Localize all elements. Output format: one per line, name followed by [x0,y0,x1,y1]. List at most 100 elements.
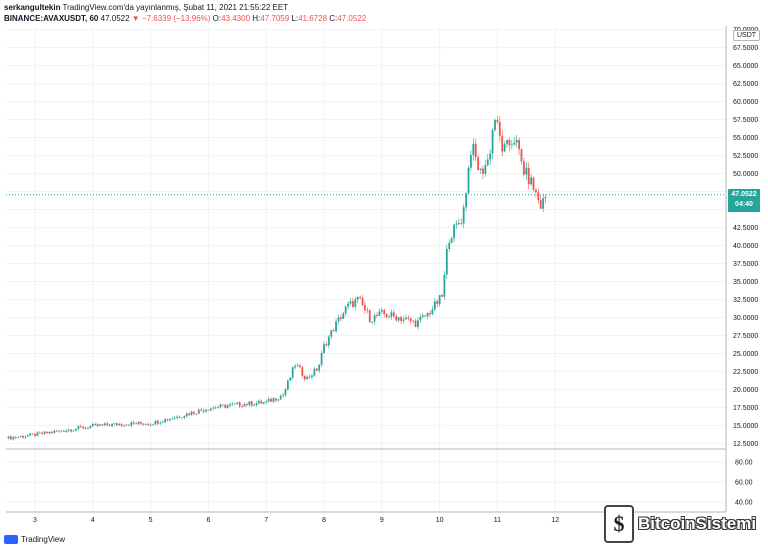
candle-body [82,426,85,429]
price-tick-label: 25.0000 [733,351,758,358]
open-label: O: [212,14,222,23]
candle-body [12,437,15,440]
candle-body [108,425,111,427]
candle-body [368,310,371,323]
candle-body [31,433,34,435]
candle-body [19,436,22,438]
candle-body [255,403,258,406]
candle-body [176,416,178,418]
candle-body [359,296,362,298]
candle-body [467,167,470,194]
candle-body [438,295,441,304]
candle-body [388,316,390,318]
tradingview-footer[interactable]: TradingView [4,535,65,544]
candle-body [400,317,402,321]
candle-body [113,423,116,425]
candle-body [395,315,398,321]
close-value: 47.0522 [337,14,367,23]
price-tick-label: 50.0000 [733,171,758,178]
price-tick-label: 35.0000 [733,279,758,286]
candle-body [344,306,347,314]
price-tick-label: 40.0000 [733,243,758,250]
candle-body [77,426,80,429]
candle-body [441,295,443,297]
publisher-line: serkangultekin TradingView.com'da yayınl… [4,2,366,13]
time-tick-label: 4 [91,517,95,524]
candle-body [152,424,154,426]
candle-body [479,168,482,170]
candle-body [354,299,357,307]
candle-body [65,430,68,432]
candle-body [72,430,75,432]
candle-body [364,305,366,311]
candle-body [262,402,265,404]
candle-body [339,317,342,320]
currency-unit-label[interactable]: USDT [733,30,761,41]
candle-body [91,424,94,427]
badge-countdown: 04:40 [735,201,753,208]
candle-body [258,400,260,404]
candle-body [503,144,506,152]
candle-body [539,200,542,209]
candle-body [296,365,299,367]
candle-body [282,394,284,396]
price-tick-label: 30.0000 [733,315,758,322]
candle-body [132,422,135,424]
candle-body [84,427,87,429]
candle-body [265,401,268,403]
candle-body [229,404,231,406]
candle-body [149,424,152,426]
price-tick-label: 15.0000 [733,423,758,430]
candle-body [36,432,39,437]
price-tick-label: 22.5000 [733,369,758,376]
candle-body [29,433,32,436]
candle-body [390,312,393,317]
candle-body [250,401,253,406]
candle-body [173,417,176,419]
price-tick-label: 12.5000 [733,441,758,448]
price-tick-label: 17.5000 [733,405,758,412]
low-value: 41.6728 [298,14,328,23]
candle-body [515,139,518,143]
candle-body [166,419,169,421]
tradingview-brand: TradingView [21,535,66,544]
candle-body [233,403,236,405]
author-name[interactable]: serkangultekin [4,3,61,12]
time-tick-label: 5 [149,517,153,524]
time-tick-label: 3 [33,517,37,524]
candle-body [501,135,504,152]
candle-body [63,431,65,432]
price-tick-label: 57.5000 [733,117,758,124]
candle-body [417,320,419,327]
candle-body [289,377,292,381]
time-tick-label: 8 [322,517,326,524]
candle-body [349,301,352,304]
symbol-name[interactable]: BINANCE:AVAXUSDT, 60 [4,14,99,23]
candle-body [457,223,460,224]
candle-body [486,159,489,166]
candle-body [106,423,109,426]
candle-body [43,431,46,434]
candle-body [429,313,431,315]
candle-body [544,196,547,199]
candle-body [246,404,248,406]
symbol-line: BINANCE:AVAXUSDT, 60 47.0522 ▼ −7.6339 (… [4,13,366,24]
candle-body [205,409,207,412]
candle-body [58,430,60,432]
candle-body [380,309,383,312]
price-tick-label: 65.0000 [733,63,758,70]
candle-body [484,165,487,174]
watermark: $ BitcoinSistemi [604,505,756,543]
candle-body [144,424,147,426]
candle-body [412,320,415,322]
candle-body [147,424,150,426]
candle-body [224,404,227,408]
candle-body [535,189,537,193]
candle-body [527,167,530,185]
close-label: C: [329,14,338,23]
candle-body [10,436,12,440]
candle-body [470,154,472,168]
candle-body [156,420,159,424]
candle-body [482,168,484,174]
